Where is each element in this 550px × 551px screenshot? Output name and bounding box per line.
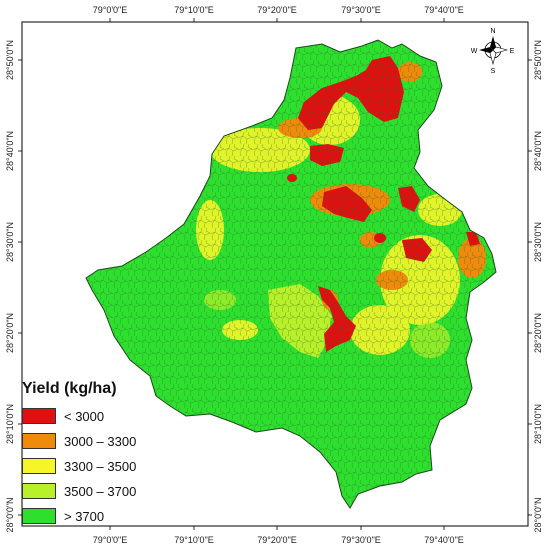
compass-w-label: W: [471, 48, 478, 55]
legend-item: < 3000: [22, 404, 192, 428]
left-lat-labels: 28°50'0"N 28°40'0"N 28°30'0"N 28°20'0"N …: [5, 40, 15, 533]
bottom-lon-label: 79°0'0"E: [93, 535, 128, 545]
legend: Yield (kg/ha) < 3000 3000 – 3300 3300 – …: [22, 380, 192, 529]
legend-item: > 3700: [22, 504, 192, 528]
left-lat-label: 28°0'0"N: [5, 497, 15, 532]
left-lat-label: 28°10'0"N: [5, 404, 15, 444]
bottom-lon-labels: 79°0'0"E 79°10'0"E 79°20'0"E 79°30'0"E 7…: [93, 535, 464, 545]
compass-rose-icon: N S E W: [471, 28, 515, 75]
right-lat-label: 28°0'0"N: [533, 497, 543, 532]
right-lat-label: 28°40'0"N: [533, 131, 543, 171]
legend-swatch: [22, 408, 56, 424]
bottom-lon-label: 79°30'0"E: [341, 535, 381, 545]
legend-label: > 3700: [64, 508, 105, 524]
legend-item: 3500 – 3700: [22, 479, 192, 503]
top-lon-label: 79°40'0"E: [424, 5, 464, 15]
bottom-lon-label: 79°10'0"E: [174, 535, 214, 545]
legend-item: 3300 – 3500: [22, 454, 192, 478]
legend-label: < 3000: [64, 408, 105, 424]
legend-label: 3500 – 3700: [64, 483, 137, 499]
legend-label: 3000 – 3300: [64, 433, 137, 449]
legend-title: Yield (kg/ha): [22, 380, 117, 397]
compass-n-label: N: [490, 28, 495, 35]
left-lat-label: 28°20'0"N: [5, 313, 15, 353]
compass-s-label: S: [491, 68, 496, 75]
right-lat-labels: 28°50'0"N 28°40'0"N 28°30'0"N 28°20'0"N …: [533, 40, 543, 533]
right-lat-label: 28°20'0"N: [533, 313, 543, 353]
left-lat-label: 28°50'0"N: [5, 40, 15, 80]
right-lat-label: 28°10'0"N: [533, 404, 543, 444]
legend-swatch: [22, 433, 56, 449]
top-lon-label: 79°0'0"E: [93, 5, 128, 15]
top-lon-labels: 79°0'0"E 79°10'0"E 79°20'0"E 79°30'0"E 7…: [93, 5, 464, 15]
legend-swatch: [22, 508, 56, 524]
left-lat-label: 28°40'0"N: [5, 131, 15, 171]
right-lat-label: 28°50'0"N: [533, 40, 543, 80]
left-lat-label: 28°30'0"N: [5, 222, 15, 262]
legend-label: 3300 – 3500: [64, 458, 137, 474]
top-lon-label: 79°10'0"E: [174, 5, 214, 15]
top-lon-label: 79°20'0"E: [257, 5, 297, 15]
legend-item: 3000 – 3300: [22, 429, 192, 453]
bottom-lon-label: 79°20'0"E: [257, 535, 297, 545]
right-lat-label: 28°30'0"N: [533, 222, 543, 262]
legend-swatch: [22, 458, 56, 474]
bottom-lon-label: 79°40'0"E: [424, 535, 464, 545]
legend-swatch: [22, 483, 56, 499]
top-lon-label: 79°30'0"E: [341, 5, 381, 15]
compass-e-label: E: [510, 48, 515, 55]
top-lon-ticks: [18, 18, 532, 530]
